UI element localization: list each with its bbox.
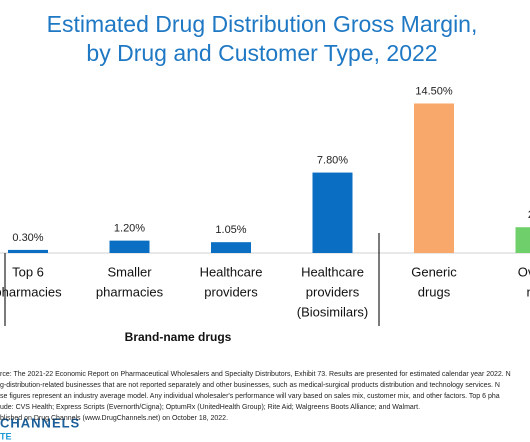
x-tick-label: Overa: [518, 264, 530, 279]
bar: [8, 249, 48, 253]
x-tick-label: providers: [306, 284, 360, 299]
logo: CHANNELS: [0, 415, 80, 430]
x-tick-label: Top 6: [12, 264, 44, 279]
source-note: se figures represent an industry average…: [0, 393, 500, 400]
source-note: g-distribution-related businesses that a…: [0, 382, 500, 389]
x-tick-label: Healthcare: [200, 264, 263, 279]
data-label: 1.20%: [114, 223, 145, 235]
chart-title: Estimated Drug Distribution Gross Margin…: [47, 11, 478, 37]
source-note: blished on Drug Channels (www.DrugChanne…: [0, 415, 228, 422]
data-label: 1.05%: [215, 224, 246, 236]
chart-title: by Drug and Customer Type, 2022: [86, 40, 437, 66]
bar: [211, 242, 251, 253]
logo: TE: [0, 431, 12, 441]
x-tick-label: drugs: [418, 284, 451, 299]
bar: [414, 103, 454, 253]
bar: [109, 240, 150, 253]
source-note: rce: The 2021-22 Economic Report on Phar…: [0, 371, 511, 378]
x-tick-label: Healthcare: [301, 264, 364, 279]
bar: [312, 172, 353, 253]
bar: [515, 227, 530, 253]
x-tick-label: Smaller: [107, 264, 152, 279]
data-label: 14.50%: [415, 85, 453, 97]
group-label: Brand-name drugs: [125, 330, 232, 344]
data-label: 0.30%: [12, 232, 43, 244]
x-tick-label: Generic: [411, 264, 457, 279]
x-tick-label: providers: [204, 284, 258, 299]
x-tick-label: ma: [526, 284, 530, 299]
x-tick-label: pharmacies: [0, 284, 62, 299]
source-note: ude: CVS Health; Express Scripts (Everno…: [0, 404, 420, 411]
x-tick-label: pharmacies: [96, 284, 164, 299]
x-tick-label: (Biosimilars): [297, 304, 369, 319]
data-label: 2.5: [528, 209, 530, 221]
data-label: 7.80%: [317, 154, 348, 166]
